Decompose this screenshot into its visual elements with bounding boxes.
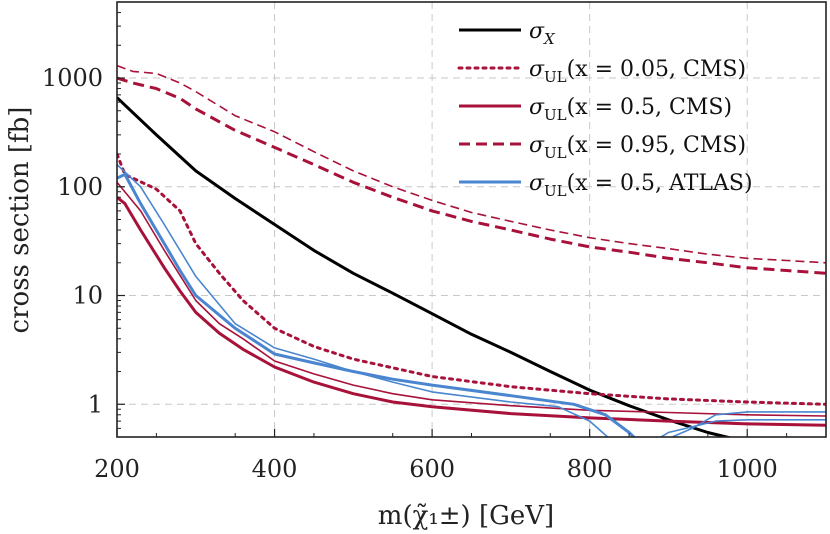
axis-ticks (116, 1, 788, 438)
x-tick-label: 1000 (717, 455, 778, 483)
legend-item: σUL(x = 0.95, CMS) (459, 133, 746, 162)
y-tick-label: 10 (72, 282, 103, 310)
legend-label: σUL(x = 0.95, CMS) (529, 133, 746, 162)
series-line-5 (117, 64, 826, 264)
series-line-7 (117, 164, 609, 437)
y-tick-label: 1000 (42, 64, 103, 92)
series-line-1 (117, 152, 826, 406)
legend-label: σUL(x = 0.05, CMS) (529, 57, 746, 86)
x-axis-title: m(χ̃₁±) [GeV] (378, 501, 554, 531)
legend-label: σUL(x = 0.5, CMS) (529, 95, 732, 124)
x-tick-labels: 200 400 600 800 1000 (94, 455, 778, 483)
legend-label: σUL(x = 0.5, ATLAS) (529, 171, 753, 200)
x-tick-label: 800 (567, 455, 613, 483)
legend: σX σUL(x = 0.05, CMS) σUL(x = 0.5, CMS) σUL… (457, 19, 753, 200)
legend-item: σX (459, 19, 556, 48)
y-tick-label: 100 (57, 173, 103, 201)
legend-item: σUL(x = 0.05, CMS) (457, 57, 746, 86)
legend-item: σUL(x = 0.5, ATLAS) (459, 171, 753, 200)
y-tick-label: 1 (88, 390, 103, 418)
legend-item: σUL(x = 0.5, CMS) (459, 95, 732, 124)
series-line-4 (117, 76, 826, 275)
series-line-2 (117, 196, 826, 427)
legend-label: σX (529, 19, 556, 48)
series-line-3 (117, 181, 826, 417)
y-axis-title: cross section [fb] (5, 107, 35, 334)
x-tick-label: 400 (252, 455, 298, 483)
y-tick-labels: 1 10 100 1000 (42, 64, 103, 418)
grid-lines (117, 2, 826, 437)
x-tick-label: 600 (409, 455, 455, 483)
series-line-6 (117, 172, 636, 437)
series-layer (117, 64, 826, 437)
x-tick-label: 200 (94, 455, 140, 483)
series-line-8 (670, 411, 826, 437)
series-line-9 (659, 419, 826, 437)
